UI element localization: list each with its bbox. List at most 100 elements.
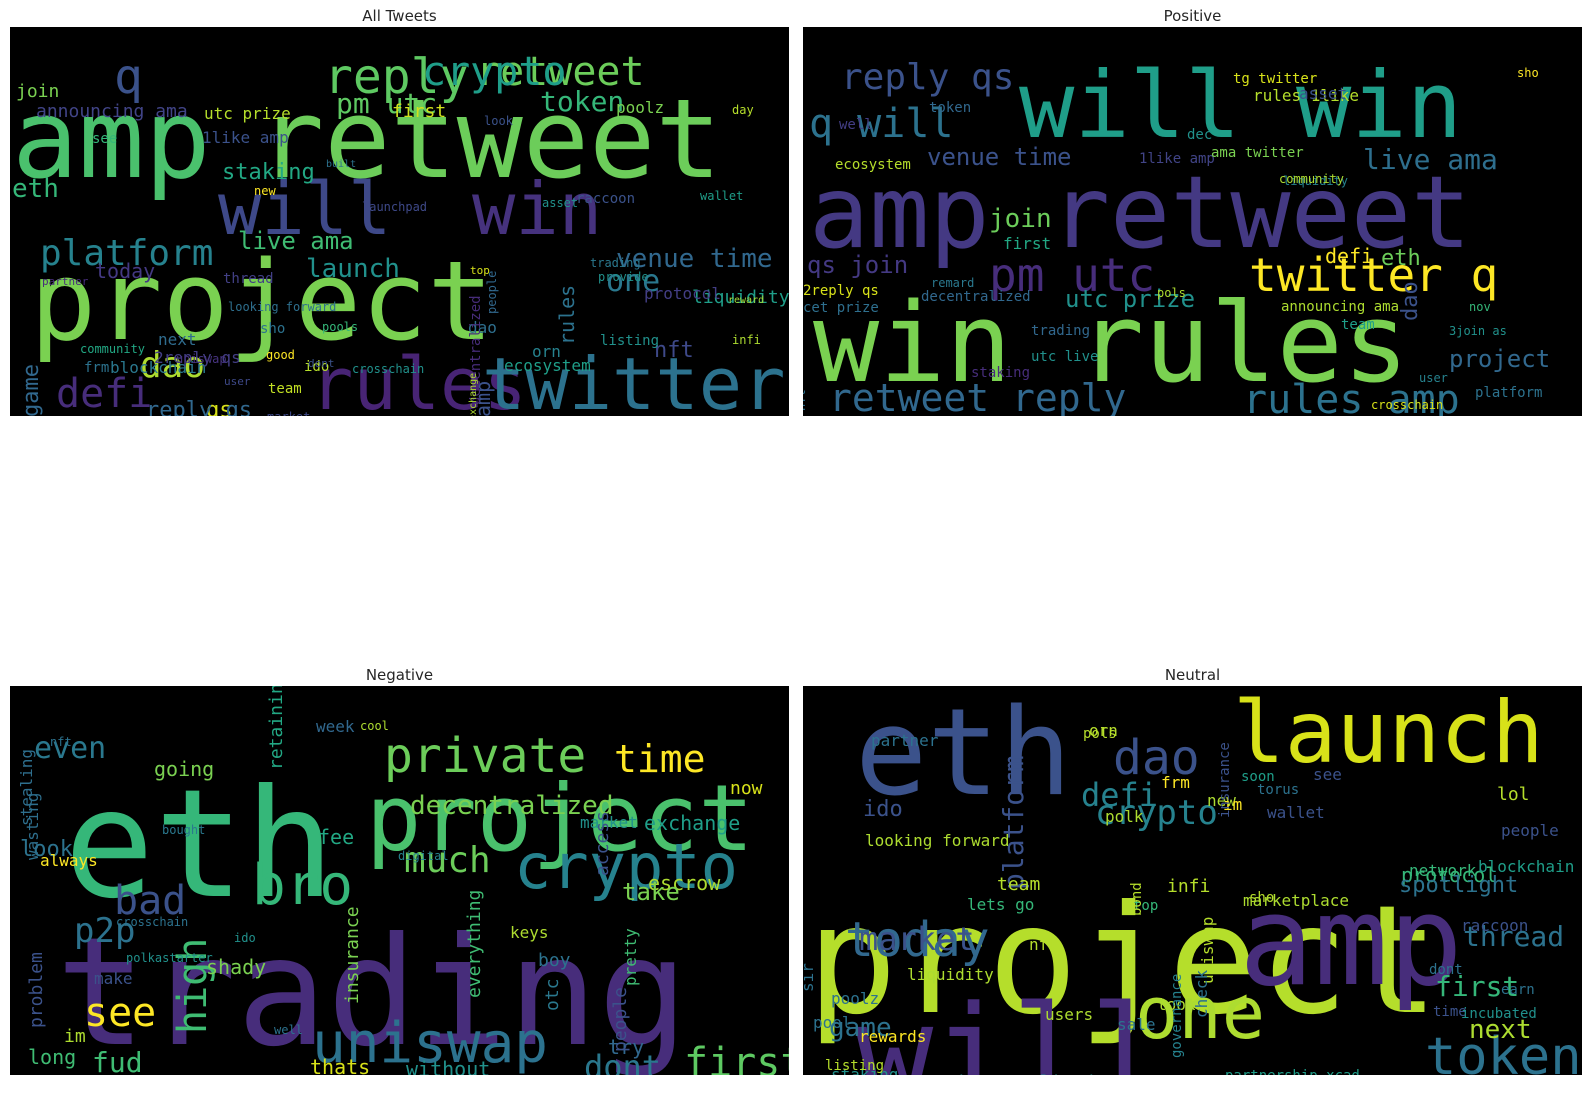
wordcloud-word: try [608,1035,644,1059]
wordcloud-word: defi [1325,244,1373,268]
wordcloud-word: liquidity [1283,174,1348,188]
wordcloud-word: announcing ama [1281,299,1399,315]
wordcloud-word: retweet [258,75,722,203]
wordcloud-word: utc prize [1065,285,1195,313]
panel-title: Positive [1163,7,1222,25]
wordcloud-word: frm [84,360,109,376]
wordcloud-word: tg twitter [1233,71,1317,87]
wordcloud-word: bad [114,878,186,924]
wordcloud-word: pols [1157,286,1186,300]
wordcloud-word: qs [206,398,233,416]
wordcloud-word: dao [1398,281,1423,321]
wordcloud-canvas: amp retweet project will win rules twitter q rep… [10,27,789,416]
wordcloud-word: sale [1117,1015,1156,1034]
wordcloud-word: amp [1239,870,1463,1014]
wordcloud-word: crypto [1095,793,1218,833]
wordcloud-word: will [218,167,391,251]
wordcloud-word: people [485,271,499,314]
wordcloud-word: decentralized [410,791,614,821]
wordcloud-word: day [732,103,754,117]
panel-title: Negative [365,666,434,684]
wordcloud-word: insurance [1217,742,1233,818]
wordcloud-word: 2reply qs [154,348,241,367]
wordcloud-word: liquidity [692,287,789,308]
wordcloud-word: well [274,1023,303,1037]
wordcloud-word: eth [855,686,1072,823]
wordcloud-canvas: project will amp eth launch one token dao today c… [803,686,1582,1075]
wordcloud-word: see [84,990,156,1036]
wordcloud-word: trading [1031,323,1090,339]
wordcloud-word: eth [1381,246,1421,271]
wordcloud-word: launch [1233,686,1544,783]
wordcloud-word: partnership xcad [1225,1068,1360,1075]
wordcloud-word: community [1279,172,1344,186]
wordcloud-word: digital [398,849,449,863]
wordcloud-word: crosschain [1371,398,1443,412]
wordcloud-word: platform [1475,385,1542,401]
wordcloud-word: thread [223,271,274,287]
wordcloud-word: platform [40,233,213,274]
wordcloud-word: reply qs [841,57,1014,98]
wordcloud-word: defi [1081,776,1158,814]
wordcloud-word: uniswap [1198,917,1217,984]
wordcloud-word: keys [510,923,549,942]
wordcloud-word: one [606,264,660,299]
wordcloud-word: market [580,813,638,832]
wordcloud-word: sho [1517,66,1539,80]
wordcloud-word: staking [222,160,315,185]
wordcloud-word: raccoon [576,191,635,207]
wordcloud-word: amp retweet [809,154,1471,271]
wordcloud-word: token [929,100,971,116]
wordcloud-word: sho [260,321,285,337]
wordcloud-word: bro [252,853,353,918]
wordcloud-word: first [1435,970,1519,1003]
wordcloud-word: private [384,728,586,784]
wordcloud-word: twitter q [1249,248,1498,302]
wordcloud-word: cet prize [803,300,879,316]
wordcloud-canvas: will win amp retweet win rules twitter q pm … [803,27,1582,416]
wordcloud-word: pools [322,320,358,334]
wordcloud-word: going [154,757,214,781]
wordcloud-word: make [94,969,133,988]
wordcloud-word: ecosystem [835,157,911,173]
wordcloud-word: good [266,348,295,362]
wordcloud-word: staking [971,365,1030,381]
wordcloud-word: people [610,987,631,1052]
wordcloud-word: qs join [807,251,908,279]
wordcloud-word: will [855,977,1168,1075]
wordcloud-word: game [19,364,44,416]
wordcloud-word: network [1409,861,1477,880]
wordcloud-word: see [1313,765,1342,784]
wordcloud-word: users [1045,1005,1093,1024]
wordcloud-word: wallet [700,189,743,203]
wordcloud-word: retweet reply [829,376,1126,416]
wordcloud-word: crypto [422,49,567,95]
wordcloud-word: exchange [468,373,479,416]
wordcloud-word: dao [1113,730,1200,786]
wordcloud-word: market [859,920,975,958]
wordcloud-word: spotlight [1399,873,1518,898]
wordcloud-word: problem [26,952,47,1028]
wordcloud-word: decentralized [953,1072,1094,1075]
wordcloud-word: much [404,840,491,881]
wordcloud-word: eth [64,758,335,932]
wordcloud-word: wallet [1267,803,1325,822]
wordcloud-word: 1like amp [202,128,289,147]
wordcloud-word: token [1425,1027,1582,1075]
wordcloud-word: crosschain [116,915,188,929]
wordcloud-word: venue time [616,244,773,274]
wordcloud-word: sho [1249,890,1274,906]
wordcloud-word: win [472,167,602,251]
wordcloud-word: rules amp [1243,377,1460,416]
wordcloud-word: raccoon [1461,916,1528,935]
wordcloud-word: ama twitter [1211,145,1304,161]
wordcloud-word: team [268,381,302,397]
wordcloud-word: dao [468,318,497,337]
wordcloud-word: torus [1257,782,1299,798]
wordcloud-word: decentralized [468,295,484,405]
wordcloud-word: reply [324,49,469,105]
wordcloud-word: infi [1167,876,1210,897]
wordcloud-word: today [845,912,990,968]
wordcloud-word: boy [538,950,571,971]
